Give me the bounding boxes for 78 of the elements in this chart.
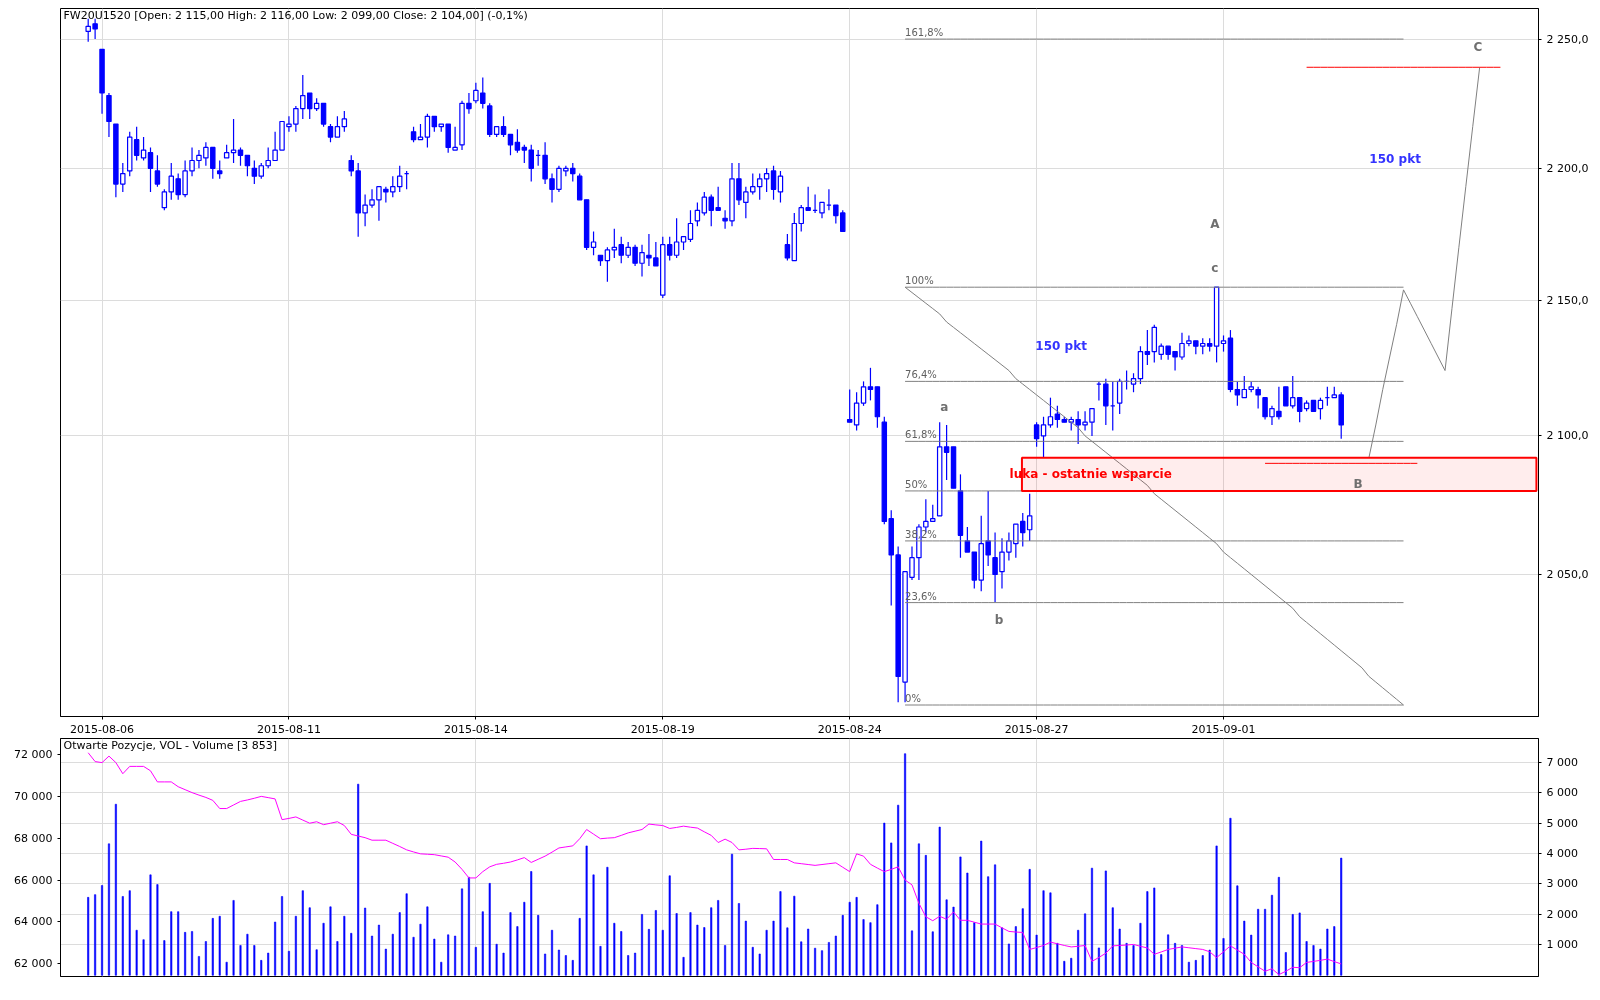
candlestick: [694, 201, 701, 227]
candlestick: [853, 391, 860, 432]
annotation: b: [994, 612, 1004, 627]
candlestick: [396, 165, 403, 193]
candlestick: [943, 424, 950, 481]
annotation: 50%: [905, 478, 928, 490]
annotation: A: [1210, 216, 1221, 231]
candlestick: [500, 115, 507, 138]
candlestick: [237, 146, 244, 167]
annotation: B: [1353, 476, 1363, 491]
y-tick-label: 70 000: [14, 789, 53, 803]
x-tick-label: 2015-08-24: [817, 722, 882, 736]
candlestick: [673, 217, 680, 259]
candlestick: [1040, 416, 1047, 459]
candlestick: [320, 102, 327, 128]
candlestick: [327, 123, 334, 143]
x-tick-label: 2015-09-01: [1191, 722, 1256, 736]
annotation: 161,8%: [905, 27, 944, 39]
candlestick: [140, 136, 147, 162]
candlestick: [230, 118, 237, 164]
candlestick: [1103, 378, 1109, 426]
annotation: 61,8%: [905, 429, 937, 441]
annotation: a: [940, 400, 949, 415]
candlestick: [1047, 397, 1054, 429]
candlestick: [348, 154, 354, 177]
candlestick: [756, 172, 763, 201]
candlestick: [777, 170, 784, 204]
candlestick: [867, 367, 874, 401]
annotation: 150 pkt: [1035, 339, 1088, 354]
candlestick: [216, 159, 223, 180]
candlestick: [334, 115, 341, 138]
y2-tick-label: 2 000: [1546, 907, 1578, 921]
y2-tick-label: 1 000: [1546, 938, 1578, 952]
y2-tick-label: 7 000: [1546, 755, 1578, 769]
y-tick-label: 2 150,0: [1546, 294, 1589, 308]
y2-tick-label: 3 000: [1546, 877, 1578, 891]
candlestick: [147, 146, 154, 193]
y-tick-label: 2 050,0: [1546, 567, 1589, 581]
y-tick-label: 68 000: [14, 831, 53, 845]
candlestick: [687, 209, 694, 243]
candlestick: [604, 246, 611, 283]
candlestick: [507, 133, 514, 156]
y-tick-label: 72 000: [14, 747, 53, 761]
candlestick: [542, 141, 548, 185]
annotation: 76,4%: [905, 369, 937, 381]
chart-title: FW20U1520 [Open: 2 115,00 High: 2 116,00 Low: 2 099,00 Close: 2 104,00] (-0,1%): [63, 8, 528, 22]
chart-title: Otwarte Pozycje, VOL - Volume [3 853]: [63, 738, 277, 752]
x-tick-label: 2015-08-19: [630, 722, 695, 736]
line-series: [87, 752, 1342, 976]
y-tick-label: 2 250,0: [1546, 32, 1589, 46]
candlestick: [590, 230, 597, 256]
x-tick-label: 2015-08-14: [443, 722, 508, 736]
candlestick: [1033, 421, 1040, 448]
candlestick: [784, 233, 791, 262]
candlestick: [154, 154, 161, 188]
y2-tick-label: 5 000: [1546, 816, 1578, 830]
candlestick: [341, 110, 348, 133]
x-tick-label: 2015-08-11: [256, 722, 321, 736]
annotation: c: [1211, 261, 1219, 276]
y-tick-label: 62 000: [14, 957, 53, 971]
annotation: 100%: [905, 275, 934, 287]
candlestick: [846, 388, 853, 423]
candlestick: [750, 172, 756, 196]
y-tick-label: 2 100,0: [1546, 429, 1589, 443]
y-tick-label: 66 000: [14, 873, 53, 887]
y-tick-label: 2 200,0: [1546, 161, 1589, 175]
candlestick: [860, 380, 867, 407]
candlestick: [770, 165, 777, 201]
candlestick: [424, 113, 431, 149]
candlestick: [1317, 397, 1324, 421]
candlestick: [514, 128, 521, 154]
annotation: 150 pkt: [1369, 151, 1422, 166]
x-tick-label: 2015-08-06: [70, 722, 135, 736]
x-tick-label: 2015-08-27: [1004, 722, 1069, 736]
y2-tick-label: 4 000: [1546, 847, 1578, 861]
y-tick-label: 64 000: [14, 915, 53, 929]
y2-tick-label: 6 000: [1546, 786, 1578, 800]
annotation: C: [1473, 40, 1483, 55]
